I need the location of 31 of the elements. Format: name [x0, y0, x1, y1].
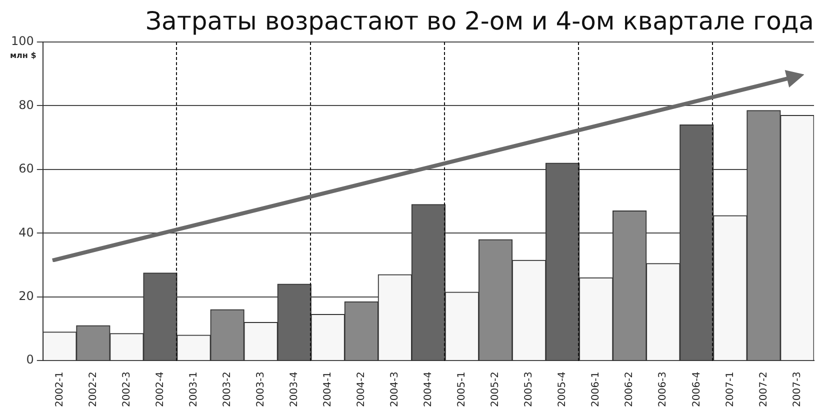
- x-tick-label: 2004-3: [390, 372, 401, 407]
- chart-title: Затраты возрастают во 2-ом и 4-ом квартале года: [145, 6, 814, 36]
- x-tick-label: 2003-4: [288, 372, 300, 407]
- x-tick-label: 2003-2: [222, 372, 233, 407]
- x-tick-label: 2002-3: [121, 372, 132, 407]
- x-tick-label: 2003-1: [188, 372, 200, 407]
- y-tick-label: 80: [18, 98, 34, 112]
- x-tick-label: 2006-1: [590, 372, 602, 407]
- x-tick-label: 2006-2: [624, 372, 636, 407]
- x-tick-label: 2002-4: [154, 372, 166, 407]
- y-tick-label: 60: [18, 162, 34, 176]
- y-tick-label: 20: [18, 288, 34, 303]
- x-tick-label: 2005-4: [557, 372, 568, 407]
- x-tick-label: 2007-1: [724, 372, 736, 407]
- x-tick-label: 2002-1: [54, 372, 66, 407]
- y-tick-label: 0: [26, 352, 34, 367]
- x-tick-label: 2004-1: [322, 372, 334, 407]
- x-tick-label: 2005-1: [456, 372, 468, 407]
- x-tick-label: 2005-3: [524, 372, 535, 407]
- x-tick-label: 2005-2: [490, 372, 502, 407]
- y-axis-title: млн $: [10, 51, 37, 60]
- x-tick-label: 2004-2: [356, 372, 367, 407]
- y-tick-label: 40: [18, 225, 34, 240]
- x-tick-label: 2006-3: [658, 372, 669, 407]
- x-tick-label: 2007-2: [758, 372, 770, 407]
- x-tick-label: 2006-4: [691, 372, 702, 407]
- x-tick-label: 2003-3: [255, 372, 266, 407]
- y-tick-label: 100: [11, 34, 34, 48]
- x-tick-label: 2004-4: [423, 372, 434, 407]
- x-tick-label: 2002-2: [88, 372, 99, 407]
- x-tick-label: 2007-3: [792, 372, 803, 407]
